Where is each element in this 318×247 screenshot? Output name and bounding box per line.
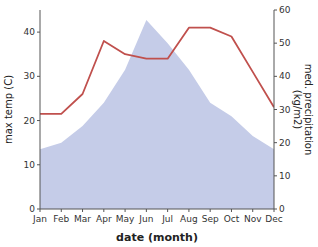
x-tick xyxy=(167,209,168,212)
temp-line xyxy=(40,28,274,114)
precip-area xyxy=(40,20,274,209)
y-axis-label: max temp (C) xyxy=(3,75,14,144)
x-tick-label: Oct xyxy=(224,214,240,224)
y2-tick-label: 20 xyxy=(279,138,291,148)
x-tick xyxy=(231,209,232,212)
y-tick-label: 40 xyxy=(24,27,36,37)
x-tick-label: Apr xyxy=(96,214,112,224)
y-tick xyxy=(37,76,40,77)
axes: 0 10 20 30 40 0 10 20 30 40 50 60 Jan Feb Mar Apr MayJun… xyxy=(24,5,291,224)
y2-axis-label: (kg/m2) xyxy=(292,90,303,130)
x-tick-label: Nov xyxy=(244,214,262,224)
y2-tick-label: 50 xyxy=(279,38,291,48)
y2-tick xyxy=(274,43,277,44)
x-tick-label: May xyxy=(116,214,135,224)
y2-tick-label: 40 xyxy=(279,71,291,81)
y-tick xyxy=(37,164,40,165)
y-tick xyxy=(37,120,40,121)
y2-tick xyxy=(274,109,277,110)
x-tick xyxy=(61,209,62,212)
y-tick-label: 0 xyxy=(29,204,35,214)
y2-tick xyxy=(274,10,277,11)
x-tick xyxy=(103,209,104,212)
x-tick xyxy=(82,209,83,212)
y2-axis-label: med. precipitation xyxy=(303,64,314,156)
x-axis-line xyxy=(40,209,274,210)
chart: 0 10 20 30 40 0 10 20 30 40 50 60 Jan Feb Mar Apr MayJun… xyxy=(0,0,318,247)
x-tick-label: Aug xyxy=(180,214,198,224)
x-tick-label: Mar xyxy=(74,214,91,224)
x-tick-label: Dec xyxy=(265,214,282,224)
y-tick-label: 30 xyxy=(24,71,36,81)
x-tick xyxy=(146,209,147,212)
y2-tick xyxy=(274,76,277,77)
y2-tick xyxy=(274,142,277,143)
y-tick-label: 20 xyxy=(24,116,36,126)
x-tick-label: Sep xyxy=(202,214,219,224)
y-tick xyxy=(37,32,40,33)
y2-tick-label: 30 xyxy=(279,105,291,115)
plot-area xyxy=(40,20,274,209)
x-tick xyxy=(274,209,275,212)
y2-tick-label: 60 xyxy=(279,5,291,15)
x-tick-label: Jul xyxy=(161,214,173,224)
y-axis-line xyxy=(40,10,41,209)
y2-tick xyxy=(274,175,277,176)
x-tick-label: Jun xyxy=(138,214,153,224)
x-axis-label: date (month) xyxy=(116,231,198,244)
x-tick-label: Feb xyxy=(53,214,69,224)
x-tick xyxy=(210,209,211,212)
x-tick xyxy=(188,209,189,212)
x-tick-label: Jan xyxy=(32,214,47,224)
x-tick xyxy=(40,209,41,212)
x-tick xyxy=(125,209,126,212)
y-tick-label: 10 xyxy=(24,160,36,170)
y2-tick-label: 0 xyxy=(279,204,285,214)
y2-tick-label: 10 xyxy=(279,171,291,181)
x-tick xyxy=(252,209,253,212)
